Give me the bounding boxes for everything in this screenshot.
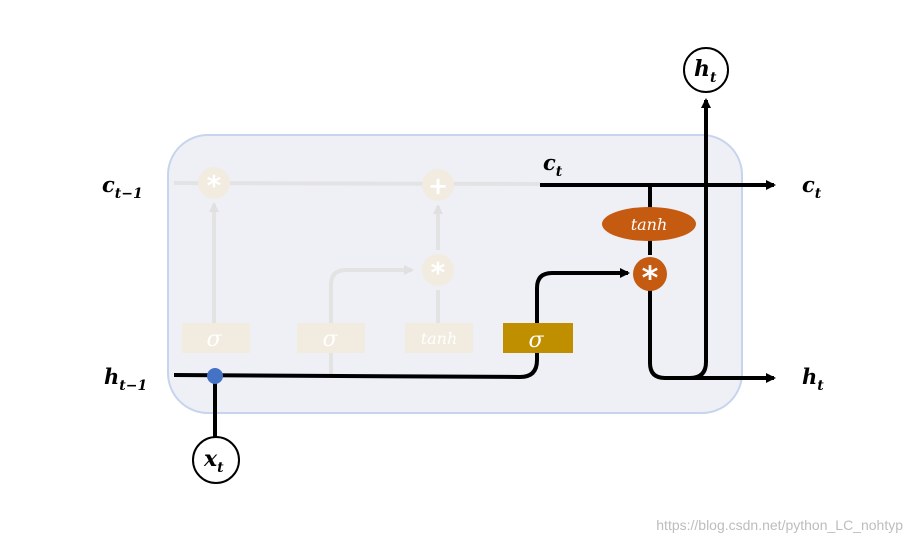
output-multiply-symbol: * <box>642 259 659 297</box>
cell-tanh-label: tanh <box>631 215 668 234</box>
h-t-output-node <box>683 47 729 93</box>
input-multiply-symbol: * <box>431 256 446 289</box>
watermark: https://blog.csdn.net/python_LC_nohtyp <box>656 517 903 533</box>
output-sigma-label: σ <box>528 328 544 353</box>
x-t-label: xt <box>203 446 224 476</box>
cell-add-node <box>422 169 454 201</box>
c-t-inner-label: ct <box>543 150 563 180</box>
x-t-input-node <box>192 436 240 484</box>
forget-sigma-gate <box>182 323 250 353</box>
candidate-tanh-label: tanh <box>421 329 458 348</box>
active-paths <box>173 98 776 438</box>
candidate-tanh-gate <box>405 323 473 353</box>
active-gates: σ tanh * <box>503 207 696 353</box>
forget-multiply-node <box>198 167 230 199</box>
forget-sigma-label: σ <box>206 327 222 352</box>
c-t-output-label: ct <box>802 172 822 202</box>
to-output-sigma-line <box>519 353 539 379</box>
faded-paths <box>173 181 541 375</box>
input-junction-dot <box>207 368 223 384</box>
output-sigma-to-mult-line <box>535 268 630 323</box>
faded-gates: σ σ tanh * + * <box>182 167 473 353</box>
input-sigma-gate <box>297 323 365 353</box>
cell-add-symbol: + <box>428 172 448 200</box>
input-sigma-label: σ <box>322 327 338 352</box>
cell-tanh-gate <box>602 207 696 241</box>
h-t-top-label: ht <box>694 56 717 86</box>
input-multiply-node <box>422 254 454 286</box>
hidden-input-line <box>173 373 521 379</box>
output-sigma-gate <box>503 323 573 353</box>
hidden-up-line <box>689 98 711 380</box>
output-multiply-node <box>633 257 667 291</box>
h-t-output-label: ht <box>802 364 824 394</box>
h-prev-label: ht−1 <box>104 364 147 394</box>
c-prev-label: ct−1 <box>102 172 143 202</box>
forget-multiply-symbol: * <box>207 169 222 202</box>
mult-to-hidden-line <box>648 290 776 383</box>
